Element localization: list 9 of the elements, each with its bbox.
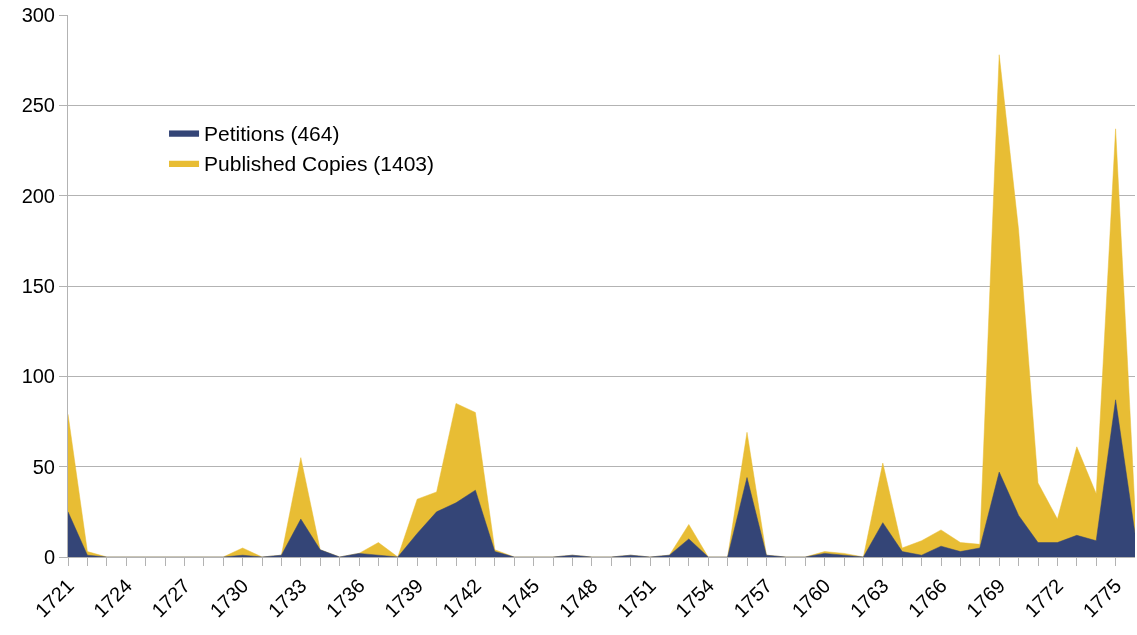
y-tick-label: 150 [21, 275, 55, 297]
legend-label: Published Copies (1403) [204, 152, 435, 176]
y-tick-label: 0 [43, 546, 55, 568]
y-tick-label: 50 [32, 455, 55, 478]
y-tick-label: 250 [21, 94, 55, 117]
legend-label: Petitions (464) [204, 121, 340, 145]
y-tick-label: 200 [21, 184, 55, 207]
y-tick-label: 300 [21, 4, 55, 26]
y-tick-label: 100 [21, 365, 55, 388]
